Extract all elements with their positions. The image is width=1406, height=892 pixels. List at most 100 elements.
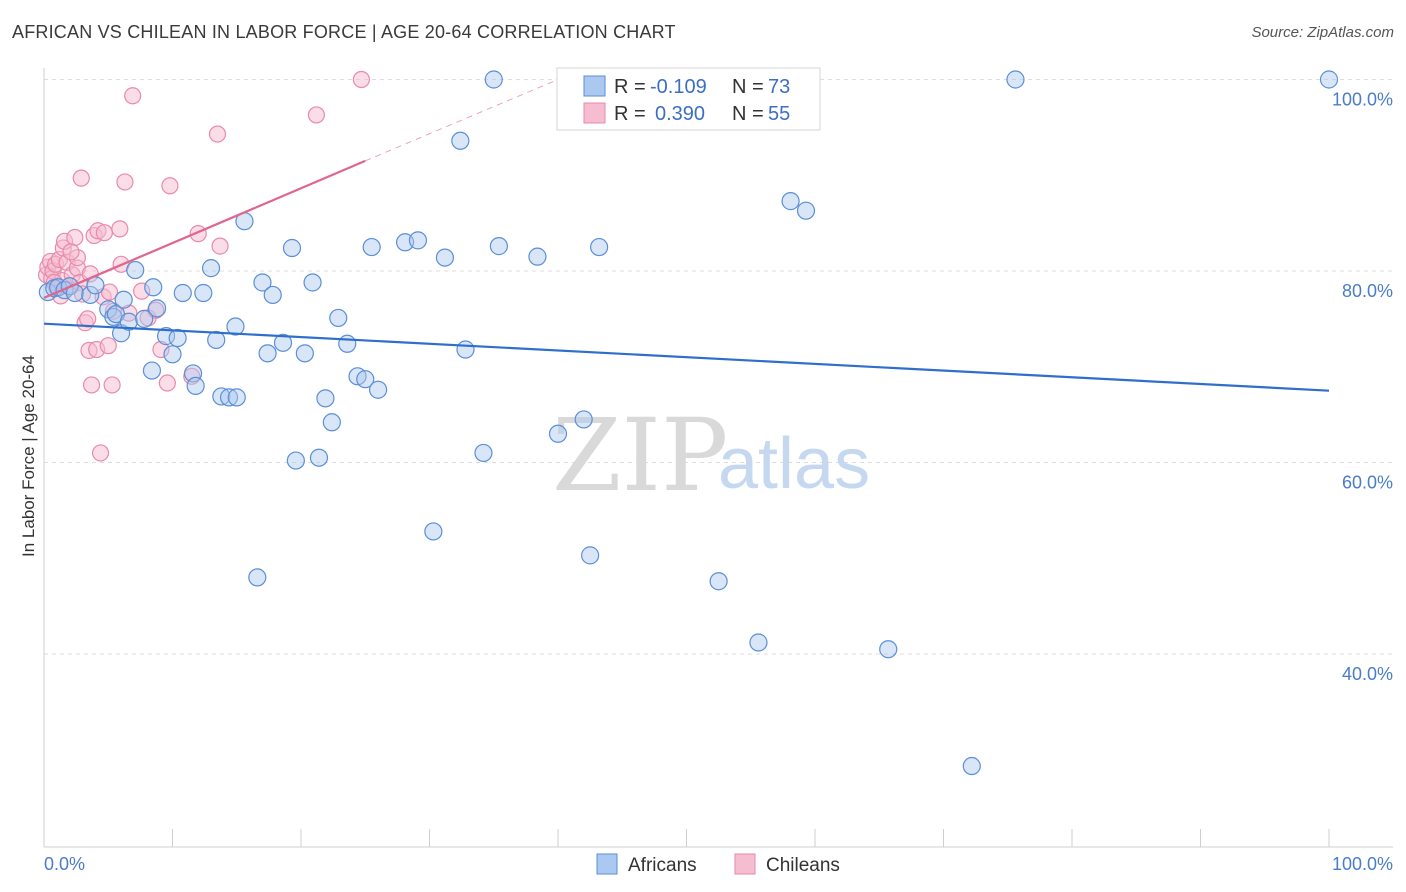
- africans-point: [424, 522, 443, 541]
- chileans-point: [79, 310, 97, 328]
- legend-chileans-swatch[interactable]: [734, 853, 756, 875]
- africans-point: [303, 273, 322, 292]
- africans-point: [126, 260, 145, 280]
- chileans-point: [133, 282, 151, 300]
- africans-point: [273, 333, 293, 352]
- africans-point: [258, 344, 277, 363]
- africans-r-label: R =: [614, 76, 646, 98]
- africans-point: [362, 237, 381, 257]
- trend-lines: [43, 79, 1330, 392]
- africans-point: [590, 237, 609, 257]
- africans-point: [207, 330, 226, 350]
- africans-point: [316, 389, 335, 408]
- africans-point: [295, 344, 314, 363]
- africans-point: [796, 201, 816, 220]
- africans-point: [528, 247, 547, 266]
- chileans-r-value: 0.390: [655, 103, 705, 125]
- africans-point: [709, 572, 728, 591]
- x-ticks: [172, 829, 1330, 847]
- africans-point: [119, 312, 138, 331]
- chileans-r-label: R =: [614, 103, 646, 125]
- africans-point: [81, 285, 100, 305]
- chileans-point: [352, 70, 370, 89]
- africans-point: [329, 308, 348, 328]
- axes: [43, 68, 1393, 848]
- africans-point: [474, 443, 493, 463]
- africans-point: [548, 424, 568, 443]
- africans-point: [322, 413, 341, 432]
- africans-point: [451, 131, 470, 150]
- chileans-trend-extension: [365, 79, 559, 162]
- africans-point: [781, 192, 800, 211]
- chileans-point: [111, 220, 129, 238]
- africans-point: [226, 317, 245, 336]
- africans-point: [1319, 70, 1339, 89]
- africans-point: [156, 327, 176, 346]
- chileans-point: [62, 243, 80, 261]
- africans-point: [186, 376, 205, 395]
- y-tick-label: 100.0%: [1332, 90, 1393, 110]
- chileans-point: [91, 444, 110, 462]
- africans-point: [248, 568, 267, 587]
- africans-point: [144, 278, 163, 297]
- watermark-atlas: atlas: [718, 424, 870, 504]
- africans-point: [581, 546, 600, 565]
- africans-point: [369, 380, 388, 399]
- africans-point: [212, 387, 231, 406]
- africans-point: [286, 451, 305, 470]
- source-label: Source: ZipAtlas.com: [1251, 24, 1394, 41]
- y-tick-label: 40.0%: [1342, 664, 1393, 684]
- chileans-point: [82, 376, 101, 394]
- chileans-n-label: N =: [732, 103, 764, 125]
- africans-point: [435, 248, 455, 267]
- africans-point: [114, 290, 133, 309]
- africans-point: [408, 231, 428, 250]
- africans-n-label: N =: [732, 76, 764, 98]
- chileans-point: [161, 177, 179, 195]
- africans-point: [574, 410, 593, 429]
- chileans-point: [72, 169, 90, 187]
- africans-point: [135, 309, 154, 328]
- legend-chileans-label[interactable]: Chileans: [766, 855, 840, 876]
- chileans-point: [95, 224, 113, 242]
- africans-point: [194, 283, 213, 303]
- legend-africans-swatch[interactable]: [596, 853, 618, 875]
- africans-point: [879, 640, 898, 659]
- africans-point: [253, 273, 272, 292]
- y-tick-label: 80.0%: [1342, 281, 1393, 301]
- chileans-point: [307, 106, 326, 124]
- africans-point: [227, 388, 246, 407]
- africans-point: [142, 361, 162, 380]
- y-tick-labels: 40.0% 60.0% 80.0% 100.0%: [1332, 90, 1393, 685]
- africans-point: [219, 388, 239, 407]
- grid-lines: [44, 79, 1393, 655]
- africans-point: [356, 370, 375, 389]
- chileans-point: [116, 173, 134, 191]
- africans-point: [749, 633, 768, 652]
- legend-africans-label[interactable]: Africans: [628, 855, 697, 876]
- chileans-point: [152, 340, 170, 359]
- watermark-zip: ZIP: [552, 397, 728, 514]
- africans-point: [282, 238, 302, 258]
- chileans-point: [66, 228, 84, 247]
- chileans-point: [211, 237, 229, 255]
- africans-point: [263, 285, 282, 305]
- chileans-point: [158, 374, 176, 392]
- chileans-point: [208, 125, 227, 143]
- x-tick-label-min: 0.0%: [44, 854, 85, 874]
- africans-point: [489, 237, 508, 256]
- africans-point: [163, 345, 182, 364]
- chileans-legend-swatch: [583, 102, 606, 124]
- africans-point: [484, 70, 503, 89]
- africans-series: [38, 70, 1339, 776]
- africans-point: [1006, 70, 1025, 89]
- africans-trend-line: [43, 322, 1330, 392]
- x-tick-label-max: 100.0%: [1332, 854, 1393, 874]
- chart-title: AFRICAN VS CHILEAN IN LABOR FORCE | AGE …: [12, 22, 676, 42]
- chileans-point: [124, 87, 142, 105]
- africans-r-value: -0.109: [650, 76, 707, 98]
- series-legend: Africans Chileans: [596, 853, 840, 876]
- chileans-point: [103, 376, 121, 394]
- africans-point: [456, 340, 475, 359]
